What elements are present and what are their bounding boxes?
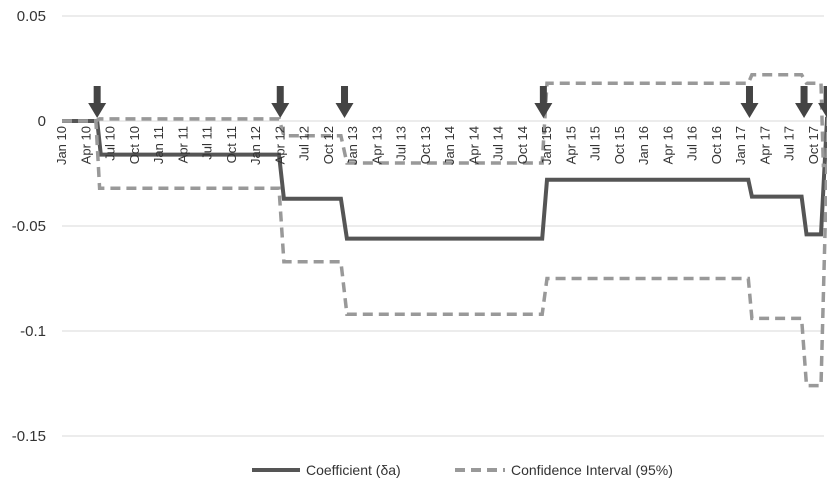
x-tick-label: Jan 13 <box>345 126 360 165</box>
coefficient-line <box>62 116 827 241</box>
x-tick-label: Oct 15 <box>612 126 627 164</box>
gridlines <box>62 15 824 437</box>
legend-label-confidence: Confidence Interval (95%) <box>511 462 673 478</box>
x-tick-label: Oct 10 <box>127 126 142 164</box>
y-tick-label: 0.05 <box>17 8 46 25</box>
legend-label-coefficient: Coefficient (δa) <box>306 462 401 478</box>
y-tick-label: -0.1 <box>20 323 46 340</box>
event-arrow-marker <box>88 86 107 118</box>
x-tick-label: Oct 17 <box>806 126 821 164</box>
x-tick-label: Jul 15 <box>588 126 603 161</box>
x-tick-label: Apr 17 <box>757 126 772 164</box>
x-tick-label: Oct 12 <box>321 126 336 164</box>
x-tick-label: Apr 14 <box>466 126 481 164</box>
x-tick-label: Jul 16 <box>685 126 700 161</box>
x-tick-label: Apr 16 <box>660 126 675 164</box>
x-tick-label: Apr 13 <box>369 126 384 164</box>
x-tick-label: Oct 13 <box>418 126 433 164</box>
confidence-interval-line <box>62 90 827 388</box>
y-tick-label: -0.05 <box>12 218 46 235</box>
series-lines <box>62 73 827 388</box>
event-arrows <box>88 86 827 118</box>
x-tick-label: Apr 11 <box>175 126 190 163</box>
x-tick-label: Jan 10 <box>54 126 69 165</box>
x-tick-label: Jul 13 <box>394 126 409 161</box>
x-tick-label: Jan 14 <box>442 126 457 165</box>
x-tick-label: Apr 15 <box>563 126 578 164</box>
x-axis-ticks: Jan 10 Apr 10 Jul 10 Oct 10 Jan 11 Apr 11 Jul … <box>54 126 821 165</box>
event-arrow-marker <box>335 86 354 118</box>
x-tick-label: Jul 10 <box>103 126 118 161</box>
event-arrow-marker <box>818 86 827 118</box>
x-tick-label: Jan 11 <box>151 126 166 164</box>
x-tick-label: Apr 10 <box>78 126 93 164</box>
y-tick-label: -0.15 <box>12 428 46 445</box>
event-arrow-marker <box>534 86 553 118</box>
x-tick-label: Apr 12 <box>272 126 287 164</box>
x-tick-label: Oct 16 <box>709 126 724 164</box>
x-tick-label: Jan 16 <box>636 126 651 165</box>
x-tick-label: Jan 12 <box>248 126 263 165</box>
event-arrow-marker <box>740 86 759 118</box>
x-tick-label: Oct 14 <box>515 126 530 164</box>
x-tick-label: Jul 14 <box>491 126 506 161</box>
y-tick-label: 0 <box>38 113 46 130</box>
event-arrow-marker <box>271 86 290 118</box>
x-tick-label: Jan 15 <box>539 126 554 165</box>
y-axis-ticks: -0.15 -0.1 -0.05 0 0.05 <box>12 8 46 445</box>
legend: Coefficient (δa) Confidence Interval (95… <box>252 462 673 478</box>
x-tick-label: Jan 17 <box>733 126 748 165</box>
x-tick-label: Jul 12 <box>297 126 312 161</box>
confidence-interval-line <box>62 73 826 168</box>
x-tick-label: Oct 11 <box>224 126 239 163</box>
event-arrow-marker <box>795 86 814 118</box>
x-tick-label: Jul 17 <box>782 126 797 161</box>
x-tick-label: Jul 11 <box>200 126 215 160</box>
